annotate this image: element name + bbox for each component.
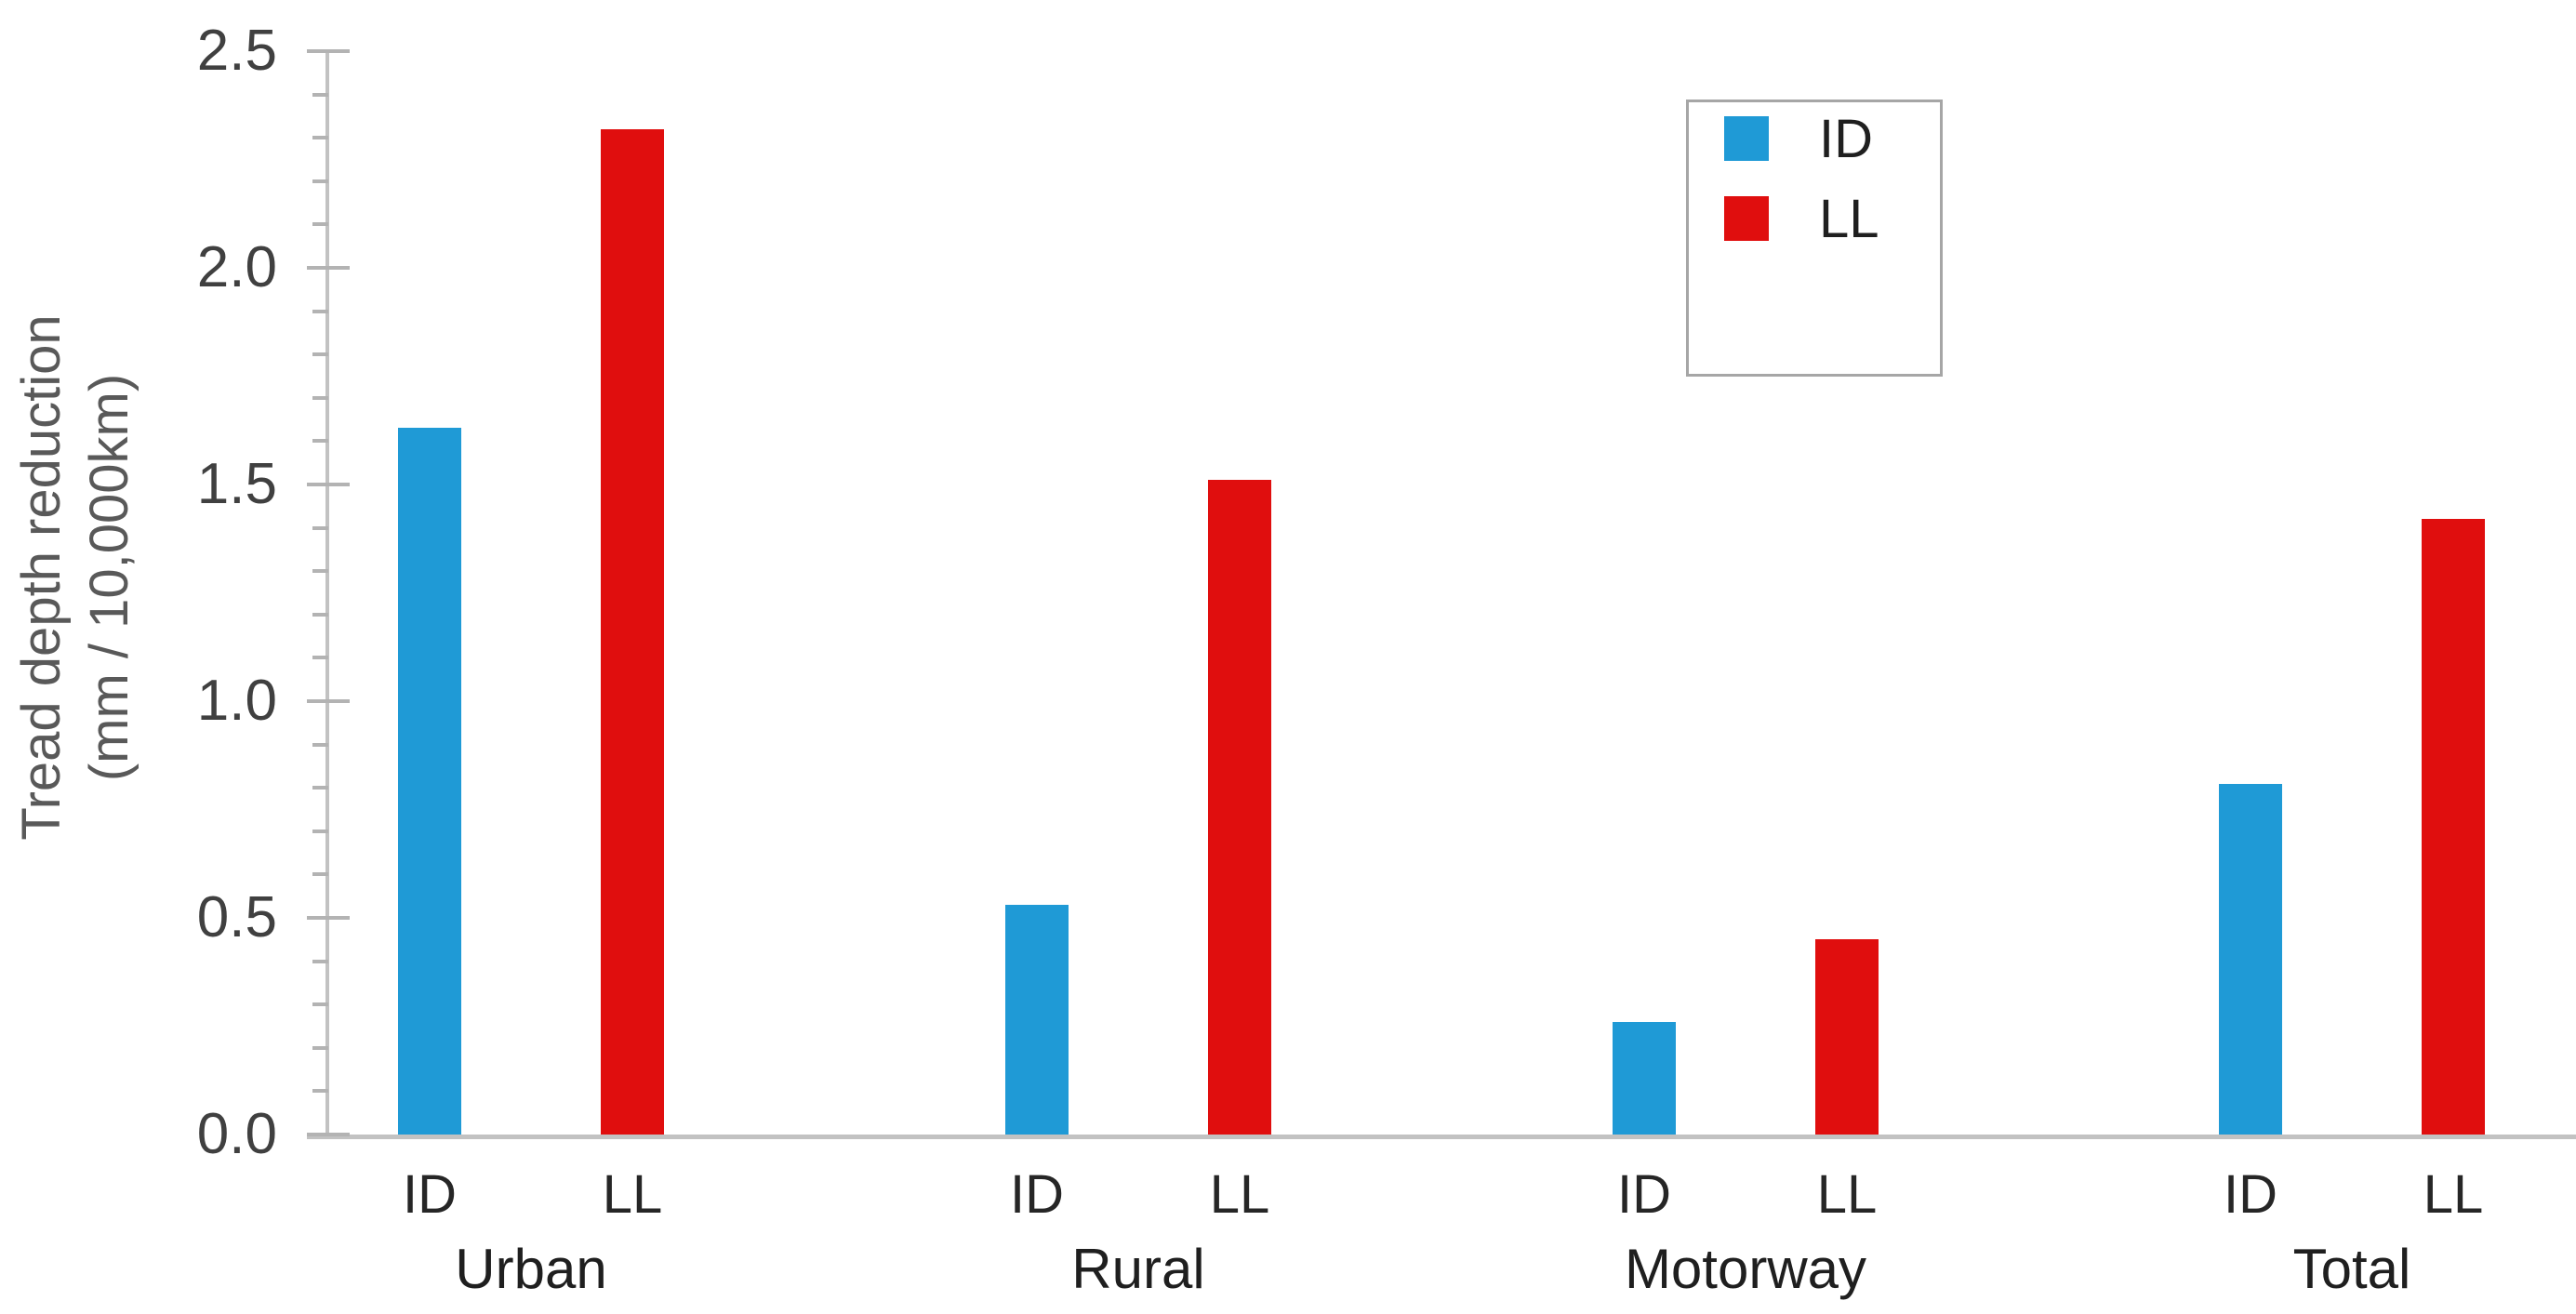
legend-item-ll: LL	[1724, 184, 1940, 253]
bar-urban-ll	[601, 129, 664, 1135]
bar-urban-id	[398, 428, 461, 1135]
y-minor-tick	[312, 960, 328, 963]
y-minor-tick	[312, 830, 328, 833]
bar-total-ll	[2422, 519, 2485, 1135]
y-minor-tick	[312, 310, 328, 313]
legend-swatch-ll	[1724, 196, 1769, 241]
y-minor-tick	[312, 93, 328, 97]
y-minor-tick	[312, 1046, 328, 1050]
legend-label-id: ID	[1819, 108, 1873, 169]
legend-item-id: ID	[1724, 104, 1940, 173]
y-minor-tick	[312, 613, 328, 617]
y-tick-label: 2.5	[196, 19, 277, 83]
y-minor-tick	[312, 743, 328, 747]
y-minor-tick	[312, 786, 328, 790]
y-axis-line	[325, 51, 329, 1138]
bar-sublabel-total-ll: LL	[2423, 1164, 2484, 1225]
category-label-motorway: Motorway	[1624, 1238, 1867, 1300]
y-major-tick	[307, 266, 350, 270]
y-minor-tick	[312, 352, 328, 356]
y-major-tick	[307, 49, 350, 53]
x-axis-line	[307, 1135, 2576, 1139]
y-tick-label: 2.0	[196, 235, 277, 299]
bar-sublabel-motorway-ll: LL	[1816, 1164, 1878, 1225]
category-label-urban: Urban	[455, 1238, 607, 1300]
y-minor-tick	[312, 1089, 328, 1093]
y-minor-tick	[312, 136, 328, 139]
y-minor-tick	[312, 526, 328, 530]
bar-rural-ll	[1208, 480, 1271, 1135]
category-label-rural: Rural	[1071, 1238, 1205, 1300]
y-major-tick	[307, 916, 350, 920]
y-axis-title: Tread depth reduction (mm / 10,000km)	[8, 159, 144, 996]
bar-sublabel-urban-id: ID	[403, 1164, 457, 1225]
y-tick-label: 1.5	[196, 452, 277, 516]
y-major-tick	[307, 1133, 350, 1136]
y-tick-label: 0.5	[196, 885, 277, 949]
legend-label-ll: LL	[1819, 188, 1879, 249]
y-minor-tick	[312, 569, 328, 573]
y-major-tick	[307, 483, 350, 486]
bar-sublabel-rural-ll: LL	[1209, 1164, 1270, 1225]
y-minor-tick	[312, 656, 328, 659]
y-major-tick	[307, 699, 350, 703]
bar-sublabel-urban-ll: LL	[602, 1164, 663, 1225]
y-tick-label: 0.0	[196, 1102, 277, 1166]
legend: ID LL	[1686, 100, 1943, 377]
bar-motorway-id	[1613, 1022, 1676, 1135]
y-minor-tick	[312, 1002, 328, 1006]
y-tick-label: 1.0	[196, 669, 277, 733]
y-minor-tick	[312, 179, 328, 183]
bar-rural-id	[1005, 905, 1069, 1135]
y-minor-tick	[312, 396, 328, 400]
y-axis-title-line1: Tread depth reduction	[11, 314, 72, 841]
bar-total-id	[2219, 784, 2282, 1135]
bar-sublabel-total-id: ID	[2224, 1164, 2277, 1225]
legend-swatch-id	[1724, 116, 1769, 161]
y-axis-title-line2: (mm / 10,000km)	[78, 373, 139, 782]
y-minor-tick	[312, 439, 328, 443]
y-minor-tick	[312, 872, 328, 876]
bar-motorway-ll	[1815, 939, 1879, 1135]
category-label-total: Total	[2292, 1238, 2411, 1300]
y-minor-tick	[312, 222, 328, 226]
bar-sublabel-motorway-id: ID	[1617, 1164, 1671, 1225]
bar-sublabel-rural-id: ID	[1010, 1164, 1064, 1225]
